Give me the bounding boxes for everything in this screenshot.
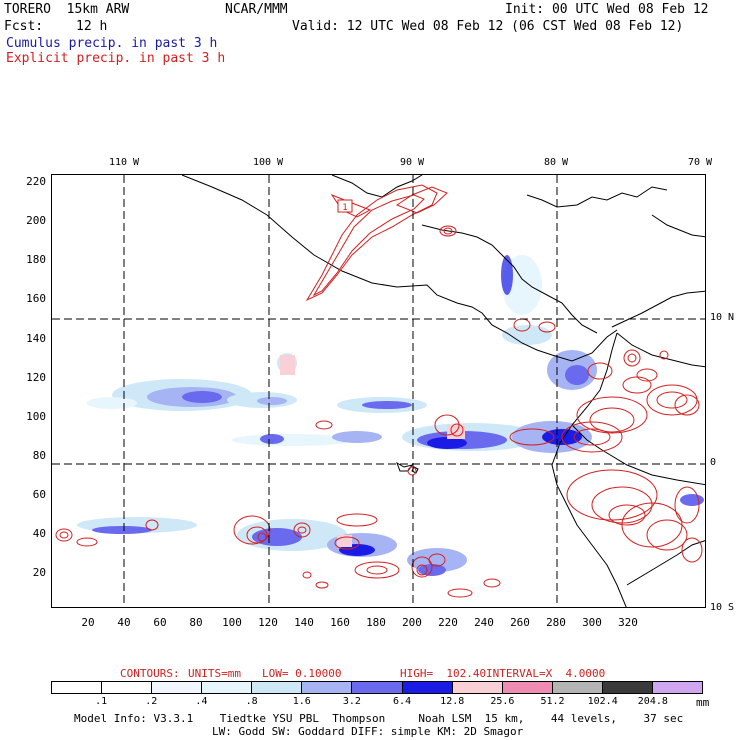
legend-level-label: .4	[195, 696, 208, 707]
lon-label: 110 W	[108, 157, 140, 168]
x-tick: 220	[438, 616, 458, 629]
x-tick: 140	[294, 616, 314, 629]
legend-level-label: 25.6	[490, 696, 515, 707]
x-tick: 260	[510, 616, 530, 629]
legend-swatch	[352, 682, 403, 693]
init-time: Init: 00 UTC Wed 08 Feb 12	[505, 2, 709, 17]
lat-label: 0	[710, 457, 717, 468]
contours-interval: INTERVAL=X 4.0000	[486, 667, 606, 680]
x-tick: 160	[330, 616, 350, 629]
lat-label: 10 S	[710, 602, 735, 613]
legend-level-label: 12.8	[440, 696, 465, 707]
color-legend	[51, 681, 703, 694]
lat-lon-grid	[52, 175, 705, 607]
x-tick: 300	[582, 616, 602, 629]
precip-map: 1	[51, 174, 706, 608]
y-tick: 200	[26, 214, 46, 227]
contours-high: HIGH= 102.40	[400, 667, 487, 680]
model-title: TORERO 15km ARW	[4, 2, 130, 17]
y-tick: 80	[32, 449, 46, 462]
y-tick: 220	[26, 175, 46, 188]
x-tick: 60	[153, 616, 167, 629]
explicit-precip-contours	[55, 184, 703, 598]
legend-level-label: 51.2	[540, 696, 565, 707]
legend-level-label: 6.4	[393, 696, 412, 707]
forecast-label: Fcst:	[4, 19, 44, 34]
legend-swatch	[552, 682, 603, 693]
map-svg: 1	[52, 175, 705, 607]
legend-swatch	[402, 682, 453, 693]
legend-level-label: .8	[245, 696, 258, 707]
legend-swatch	[252, 682, 303, 693]
contour-label: 1	[342, 203, 347, 213]
contours-low: LOW= 0.10000	[262, 667, 342, 680]
legend-swatch	[52, 682, 103, 693]
legend-swatch	[652, 682, 703, 693]
x-tick: 200	[402, 616, 422, 629]
lon-label: 90 W	[399, 157, 425, 168]
contours-label: CONTOURS:	[120, 667, 180, 680]
coastlines	[181, 175, 705, 607]
y-tick: 60	[32, 488, 46, 501]
x-tick: 180	[366, 616, 386, 629]
contour-label-box	[337, 199, 353, 213]
legend-swatch	[502, 682, 553, 693]
explicit-precip-shading	[280, 355, 465, 547]
y-tick: 40	[32, 527, 46, 540]
legend-level-label: 102.4	[587, 696, 618, 707]
y-tick: 20	[32, 566, 46, 579]
lon-label: 70 W	[687, 157, 713, 168]
valid-time: Valid: 12 UTC Wed 08 Feb 12 (06 CST Wed …	[292, 19, 684, 34]
x-tick: 40	[117, 616, 131, 629]
legend-unit: mm	[696, 696, 710, 709]
legend-level-label: .2	[145, 696, 158, 707]
y-tick: 100	[26, 410, 46, 423]
y-tick: 140	[26, 332, 46, 345]
model-info: Model Info: V3.3.1 Tiedtke YSU PBL Thomp…	[74, 712, 684, 725]
y-tick: 160	[26, 292, 46, 305]
field-cumulus-title: Cumulus precip. in past 3 h	[6, 36, 218, 51]
legend-swatch	[152, 682, 203, 693]
x-tick: 280	[546, 616, 566, 629]
legend-swatch	[602, 682, 653, 693]
legend-swatch	[302, 682, 353, 693]
model-physics: LW: Godd SW: Goddard DIFF: simple KM: 2D…	[212, 725, 524, 738]
legend-level-label: 3.2	[342, 696, 361, 707]
y-tick: 180	[26, 253, 46, 266]
lon-label: 100 W	[252, 157, 284, 168]
x-tick: 100	[222, 616, 242, 629]
contours-units: UNITS=mm	[188, 667, 241, 680]
x-tick: 80	[189, 616, 203, 629]
x-tick: 20	[81, 616, 95, 629]
cumulus-precip-shading	[77, 255, 704, 576]
legend-swatch	[452, 682, 503, 693]
legend-level-label: 204.8	[637, 696, 668, 707]
x-tick: 120	[258, 616, 278, 629]
x-tick: 320	[618, 616, 638, 629]
field-explicit-title: Explicit precip. in past 3 h	[6, 51, 226, 66]
legend-swatch	[102, 682, 153, 693]
lat-label: 10 N	[710, 312, 735, 323]
organization: NCAR/MMM	[225, 2, 288, 17]
legend-level-label: .1	[95, 696, 108, 707]
forecast-hour: 12 h	[76, 19, 108, 34]
x-tick: 240	[474, 616, 494, 629]
legend-swatch	[202, 682, 253, 693]
legend-level-label: 1.6	[292, 696, 311, 707]
y-tick: 120	[26, 371, 46, 384]
lon-label: 80 W	[543, 157, 569, 168]
